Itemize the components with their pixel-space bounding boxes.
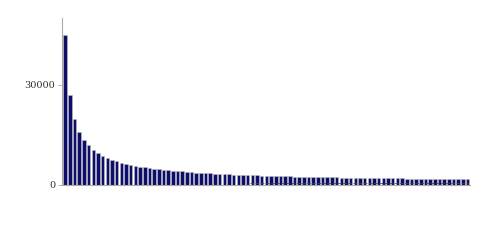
- Bar: [77, 132, 81, 184]
- Bar: [199, 173, 203, 184]
- Bar: [87, 145, 90, 184]
- Bar: [152, 169, 156, 184]
- Bar: [237, 175, 240, 184]
- Bar: [344, 178, 348, 184]
- Bar: [382, 178, 385, 184]
- Bar: [456, 179, 460, 184]
- Bar: [414, 179, 418, 184]
- Bar: [321, 177, 324, 184]
- Bar: [419, 179, 422, 184]
- Bar: [241, 175, 245, 184]
- Bar: [124, 164, 128, 184]
- Bar: [391, 178, 395, 184]
- Bar: [260, 176, 264, 184]
- Bar: [208, 173, 212, 184]
- Bar: [162, 170, 165, 184]
- Bar: [180, 171, 184, 184]
- Bar: [246, 175, 250, 184]
- Bar: [349, 178, 352, 184]
- Bar: [120, 163, 123, 184]
- Bar: [92, 150, 95, 184]
- Bar: [129, 165, 132, 184]
- Bar: [372, 178, 376, 184]
- Bar: [335, 178, 338, 184]
- Bar: [63, 35, 67, 184]
- Bar: [176, 171, 179, 184]
- Bar: [232, 175, 235, 184]
- Bar: [377, 178, 381, 184]
- Bar: [106, 158, 109, 184]
- Bar: [213, 174, 216, 184]
- Bar: [274, 176, 277, 184]
- Bar: [185, 172, 189, 184]
- Bar: [101, 156, 104, 184]
- Bar: [386, 178, 390, 184]
- Bar: [279, 176, 282, 184]
- Bar: [171, 171, 175, 184]
- Bar: [167, 170, 170, 184]
- Bar: [251, 175, 254, 184]
- Bar: [82, 140, 85, 184]
- Bar: [325, 177, 329, 184]
- Bar: [307, 177, 310, 184]
- Bar: [96, 153, 100, 184]
- Bar: [405, 179, 408, 184]
- Bar: [354, 178, 357, 184]
- Bar: [223, 174, 226, 184]
- Bar: [410, 179, 413, 184]
- Bar: [452, 179, 456, 184]
- Bar: [255, 176, 259, 184]
- Bar: [133, 166, 137, 184]
- Bar: [298, 177, 301, 184]
- Bar: [73, 119, 76, 184]
- Bar: [302, 177, 306, 184]
- Bar: [424, 179, 427, 184]
- Bar: [396, 178, 399, 184]
- Bar: [443, 179, 446, 184]
- Bar: [138, 166, 142, 184]
- Bar: [358, 178, 362, 184]
- Bar: [269, 176, 273, 184]
- Bar: [115, 161, 119, 184]
- Bar: [368, 178, 371, 184]
- Bar: [312, 177, 315, 184]
- Bar: [157, 169, 160, 184]
- Bar: [438, 179, 441, 184]
- Bar: [110, 160, 114, 184]
- Bar: [143, 167, 146, 184]
- Bar: [429, 179, 432, 184]
- Bar: [288, 176, 291, 184]
- Bar: [68, 95, 72, 184]
- Bar: [433, 179, 437, 184]
- Bar: [148, 168, 151, 184]
- Bar: [194, 173, 198, 184]
- Bar: [447, 179, 451, 184]
- Bar: [190, 172, 193, 184]
- Bar: [400, 178, 404, 184]
- Bar: [316, 177, 320, 184]
- Bar: [264, 176, 268, 184]
- Bar: [293, 177, 296, 184]
- Bar: [461, 179, 465, 184]
- Bar: [363, 178, 366, 184]
- Bar: [466, 179, 469, 184]
- Bar: [227, 174, 231, 184]
- Bar: [218, 174, 221, 184]
- Bar: [283, 176, 287, 184]
- Bar: [204, 173, 207, 184]
- Bar: [330, 177, 334, 184]
- Bar: [339, 178, 343, 184]
